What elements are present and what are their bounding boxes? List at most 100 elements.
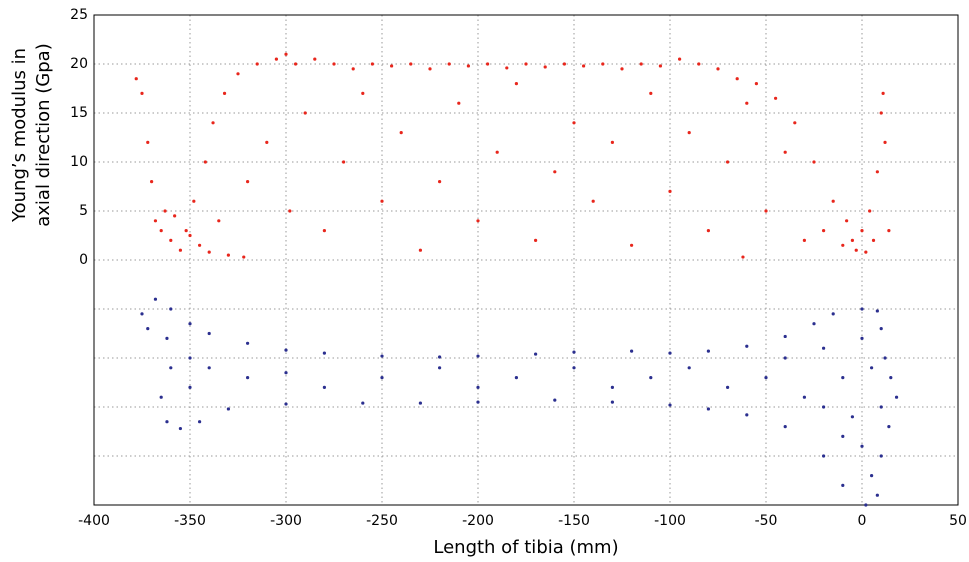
point [591,199,595,203]
point [476,219,480,223]
point [783,334,787,339]
point [610,400,615,404]
point [879,111,883,115]
point [822,346,826,350]
point [649,91,653,95]
point [889,376,893,380]
point [668,189,672,193]
point [630,349,634,353]
point [274,57,278,61]
point [726,385,730,389]
x-tick-label: -400 [78,513,110,529]
point [226,407,230,411]
point [165,336,169,340]
point [284,52,288,56]
point [864,503,868,507]
point [146,140,150,144]
point [207,366,211,370]
point [332,62,336,66]
point [188,322,192,326]
point [236,72,240,76]
point [380,354,384,358]
point [476,354,480,358]
x-tick-label: -250 [366,513,398,529]
point [854,248,858,252]
point [822,229,826,233]
point [284,371,288,375]
point [153,297,158,301]
point [883,140,887,144]
point [783,356,787,360]
point [868,209,872,213]
point [198,243,202,247]
point [572,121,576,125]
point [875,493,879,497]
point [610,140,615,144]
point [514,82,519,86]
point [668,403,672,407]
point [192,199,196,203]
point [894,395,899,399]
point [764,209,768,213]
point [812,160,816,164]
point [188,385,192,389]
point [380,199,384,203]
point [697,62,701,66]
point [582,64,586,68]
point [716,67,720,71]
point [294,62,298,66]
point [881,91,885,95]
point [447,62,451,66]
x-tick-label: -50 [755,513,778,529]
point [543,65,547,69]
y-tick-label: 5 [79,203,88,219]
point [620,67,624,71]
point [802,395,807,399]
point [226,253,230,257]
point [841,483,845,487]
point [879,405,883,409]
point [741,255,745,259]
y-tick-label: 25 [70,7,88,23]
x-tick-label: -100 [654,513,686,529]
point [572,350,576,354]
point [380,376,384,380]
point [495,150,499,154]
point [745,344,749,348]
point [198,420,202,424]
point [534,352,538,356]
point [514,376,519,380]
point [860,229,864,233]
point [864,250,868,254]
x-tick-label: -300 [270,513,302,529]
point [288,209,292,213]
point [668,351,672,355]
point [188,356,192,360]
point [255,62,259,66]
point [658,64,663,68]
y-tick-label: 10 [70,154,88,170]
point [745,101,749,105]
point [217,219,221,223]
point [184,229,188,233]
point [802,238,807,242]
point [370,62,374,66]
point [572,366,576,370]
point [735,77,739,81]
point [169,366,173,370]
point [850,415,855,419]
point [486,62,490,66]
point [476,385,480,389]
x-tick-label: 0 [858,513,867,529]
point [841,434,845,438]
point [706,349,711,353]
point [793,121,797,125]
point [841,243,845,247]
point [342,160,346,164]
point [875,309,879,313]
point [242,255,246,259]
point [153,219,158,223]
point [639,62,643,66]
point [140,312,144,316]
point [438,366,442,370]
